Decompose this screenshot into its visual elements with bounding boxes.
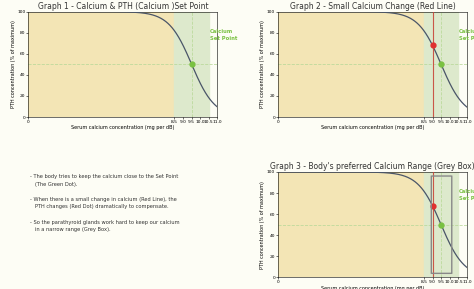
Title: Graph 3 - Body's preferred Calcium Range (Grey Box): Graph 3 - Body's preferred Calcium Range…: [270, 162, 474, 171]
Title: Graph 1 - Calcium & PTH (Calcium )Set Point: Graph 1 - Calcium & PTH (Calcium )Set Po…: [37, 2, 208, 11]
X-axis label: Serum calcium concentration (mg per dB): Serum calcium concentration (mg per dB): [321, 125, 424, 130]
Text: Calcium
Set Point: Calcium Set Point: [459, 29, 474, 41]
Bar: [28, 12, 174, 117]
Title: Graph 2 - Small Calcium Change (Red Line): Graph 2 - Small Calcium Change (Red Line…: [290, 2, 455, 11]
Text: Calcium
Set Point: Calcium Set Point: [210, 29, 237, 41]
Text: Calcium
Set Point: Calcium Set Point: [459, 189, 474, 201]
Text: - The body tries to keep the calcium close to the Set Point
   (The Green Dot).
: - The body tries to keep the calcium clo…: [30, 174, 180, 232]
Bar: [424, 172, 458, 277]
X-axis label: Serum calcium concentration (mg per dB): Serum calcium concentration (mg per dB): [71, 125, 174, 130]
Bar: [174, 12, 209, 117]
X-axis label: Serum calcium concentration (mg per dB): Serum calcium concentration (mg per dB): [321, 286, 424, 289]
Bar: [278, 12, 424, 117]
Y-axis label: PTH concentration (% of maximum): PTH concentration (% of maximum): [11, 21, 16, 108]
Bar: [278, 172, 424, 277]
Y-axis label: PTH concentration (% of maximum): PTH concentration (% of maximum): [261, 181, 265, 268]
Bar: [424, 12, 458, 117]
Y-axis label: PTH concentration (% of maximum): PTH concentration (% of maximum): [261, 21, 265, 108]
